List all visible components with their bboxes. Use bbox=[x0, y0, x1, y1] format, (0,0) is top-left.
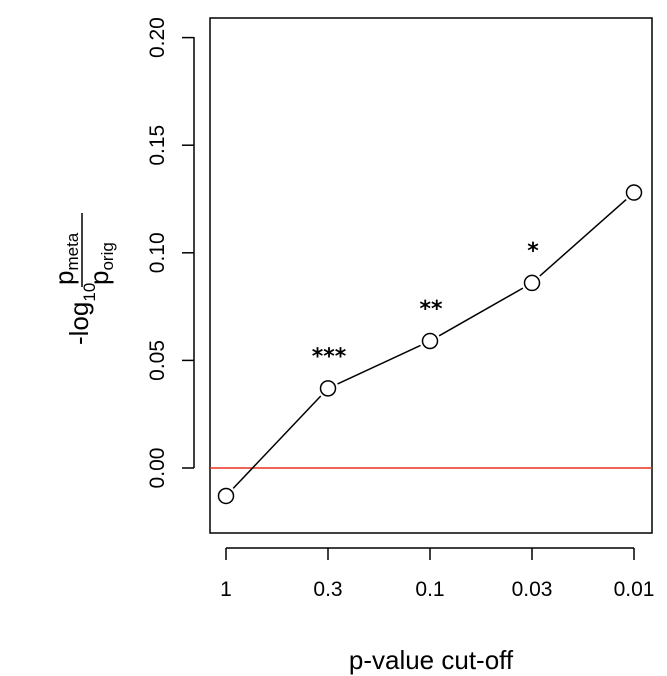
series-segment bbox=[539, 198, 627, 277]
series-layer: ****** bbox=[217, 184, 643, 505]
data-point bbox=[523, 274, 541, 292]
x-tick-label: 1 bbox=[220, 578, 232, 601]
y-title-subscript: 10 bbox=[80, 283, 99, 302]
data-point bbox=[625, 184, 643, 201]
y-title-denominator: p bbox=[84, 271, 114, 285]
plot-frame bbox=[209, 17, 653, 534]
significance-label: *** bbox=[312, 344, 347, 369]
x-tick-label: 0.01 bbox=[614, 578, 655, 601]
y-tick-label: 0.10 bbox=[146, 232, 169, 273]
significance-label: * bbox=[527, 239, 539, 264]
svg-text:porig: porig bbox=[84, 242, 117, 285]
data-point bbox=[319, 380, 337, 397]
significance-label: ** bbox=[419, 297, 443, 322]
x-tick-label: 0.03 bbox=[512, 578, 553, 601]
y-title-numerator-sub: meta bbox=[63, 232, 82, 270]
x-tick-label: 0.1 bbox=[415, 578, 444, 601]
y-axis-title: -log10 pmeta porig bbox=[49, 213, 117, 345]
svg-text:pmeta: pmeta bbox=[49, 232, 82, 285]
y-tick-label: 0.00 bbox=[146, 448, 169, 489]
data-point bbox=[421, 332, 439, 350]
x-axis: 1 0.3 0.1 0.03 0.01 bbox=[220, 547, 655, 601]
series-segment bbox=[232, 395, 322, 489]
data-point bbox=[217, 487, 235, 505]
y-title-prefix: -log bbox=[64, 302, 94, 345]
y-tick-label: 0.20 bbox=[146, 17, 169, 58]
svg-text:-log10: -log10 bbox=[64, 283, 99, 345]
y-axis: 0.00 0.05 0.10 0.15 0.20 bbox=[146, 17, 195, 489]
x-axis-title: p-value cut-off bbox=[349, 645, 514, 675]
y-tick-label: 0.15 bbox=[146, 125, 169, 166]
series-segment bbox=[438, 287, 524, 337]
y-tick-label: 0.05 bbox=[146, 340, 169, 381]
x-tick-label: 0.3 bbox=[313, 578, 342, 601]
series-segment bbox=[337, 344, 421, 385]
y-title-numerator: p bbox=[49, 271, 79, 285]
y-title-denominator-sub: orig bbox=[98, 242, 117, 270]
